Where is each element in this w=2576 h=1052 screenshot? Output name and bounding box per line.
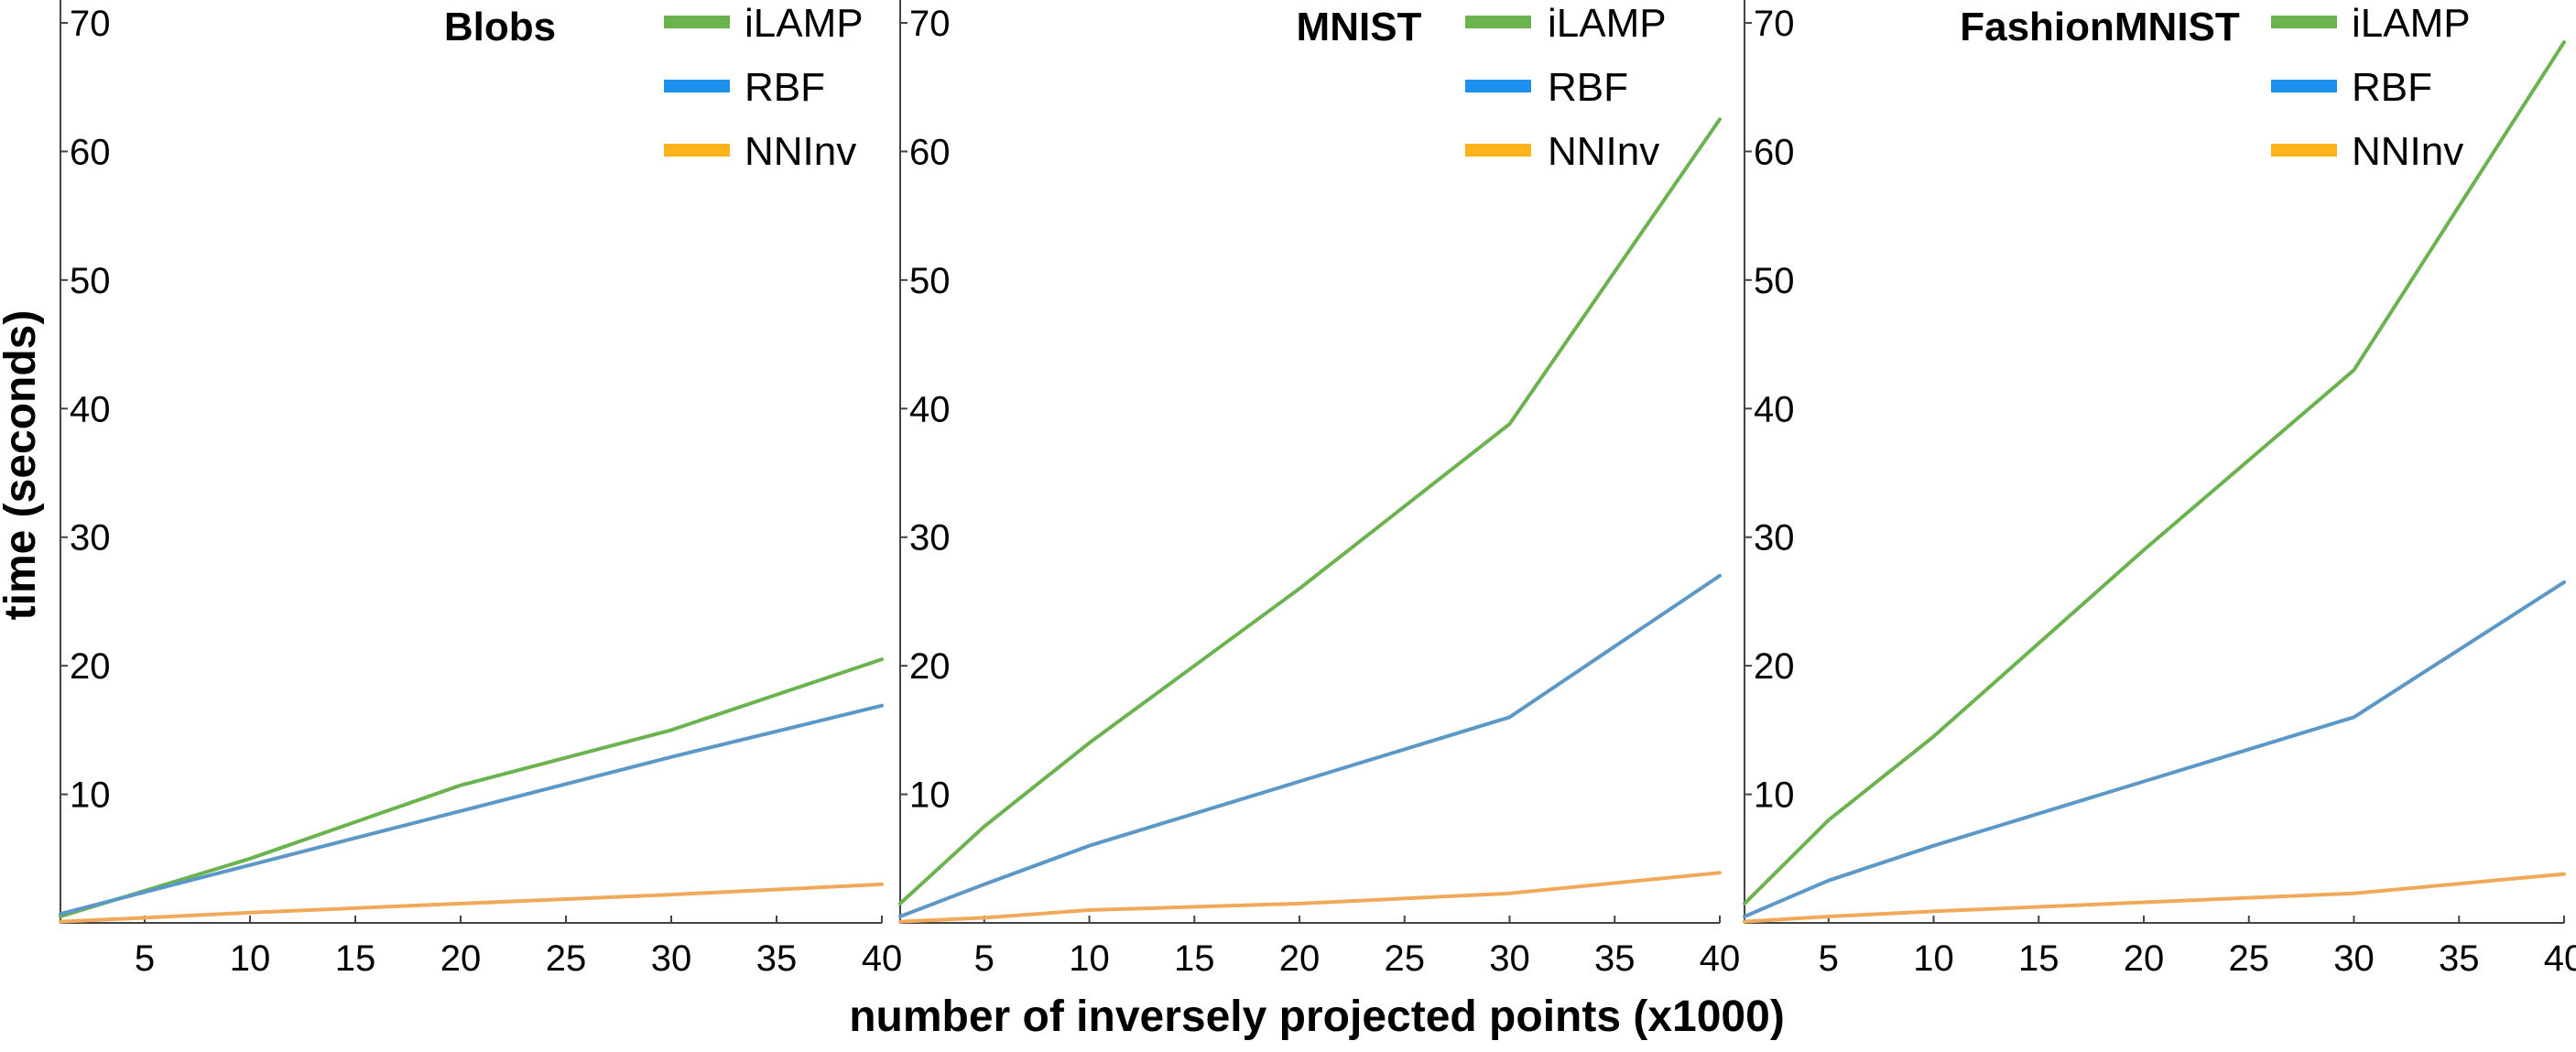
y-tick-label: 40 — [909, 389, 951, 429]
legend: iLAMP RBF NNInv — [2271, 1, 2471, 174]
legend-swatch-nninv — [2271, 144, 2337, 157]
x-tick-label: 25 — [1385, 938, 1426, 979]
y-tick-label: 30 — [909, 518, 951, 559]
x-tick-label: 15 — [335, 938, 376, 979]
y-tick-label: 60 — [1754, 132, 1795, 172]
series-line-ilamp — [59, 657, 884, 918]
panel-title: Blobs — [444, 5, 556, 49]
panel-title: FashionMNIST — [1960, 5, 2240, 49]
y-tick-label: 10 — [1754, 775, 1795, 816]
legend-label-rbf: RBF — [2352, 65, 2432, 110]
y-tick-label: 70 — [1754, 4, 1795, 44]
series-line-rbf — [59, 703, 884, 916]
x-tick-label: 40 — [1700, 938, 1741, 979]
y-tick-label: 20 — [1754, 646, 1795, 687]
series-line-rbf — [898, 573, 1722, 918]
legend-label-ilamp: iLAMP — [1548, 1, 1667, 46]
panel-title: MNIST — [1297, 5, 1422, 49]
x-tick-label: 5 — [135, 938, 155, 979]
legend-label-rbf: RBF — [1548, 65, 1628, 110]
legend-swatch-nninv — [1465, 144, 1531, 157]
y-tick-label: 10 — [909, 775, 951, 816]
legend-swatch-rbf — [1465, 80, 1531, 92]
x-tick-label: 40 — [862, 938, 903, 979]
x-axis-title: number of inversely projected points (x1… — [849, 992, 1785, 1041]
x-tick-label: 30 — [2333, 938, 2375, 979]
x-tick-label: 10 — [230, 938, 271, 979]
legend-swatch-rbf — [2271, 80, 2337, 92]
panel-fashionmnist: 10 20 30 40 50 60 70 5 10 15 20 25 30 35 40 FashionMNIS… — [1743, 0, 2576, 979]
legend-label-ilamp: iLAMP — [2352, 1, 2471, 46]
series-line-nninv — [898, 871, 1722, 924]
panel-mnist: 10 20 30 40 50 60 70 5 10 15 20 25 30 35 40 MNIST iLAMP R… — [898, 0, 1741, 979]
series-line-ilamp — [1743, 40, 2566, 906]
x-tick-label: 40 — [2544, 938, 2576, 979]
y-axis-title: time (seconds) — [0, 310, 45, 621]
panel-blobs: 10 20 30 40 50 60 70 5 10 15 20 25 30 35 40 Blobs iLAMP R… — [59, 0, 903, 979]
series-line-ilamp — [898, 117, 1722, 906]
y-tick-label: 20 — [70, 646, 111, 687]
legend-swatch-ilamp — [2271, 16, 2337, 28]
y-tick-label: 70 — [909, 4, 951, 44]
legend-label-nninv: NNInv — [1548, 129, 1659, 174]
x-tick-label: 5 — [1819, 938, 1839, 979]
legend-swatch-rbf — [664, 80, 730, 92]
x-tick-label: 30 — [1489, 938, 1530, 979]
y-tick-label: 30 — [1754, 518, 1795, 559]
x-tick-label: 5 — [974, 938, 995, 979]
y-tick-label: 60 — [70, 132, 111, 172]
y-tick-label: 20 — [909, 646, 951, 687]
x-tick-label: 25 — [546, 938, 587, 979]
y-tick-label: 50 — [1754, 261, 1795, 301]
legend-label-ilamp: iLAMP — [745, 1, 864, 46]
series-line-nninv — [59, 882, 884, 924]
x-tick-label: 35 — [756, 938, 798, 979]
y-tick-label: 60 — [909, 132, 951, 172]
x-tick-label: 20 — [2124, 938, 2165, 979]
legend-swatch-ilamp — [1465, 16, 1531, 28]
y-tick-label: 50 — [909, 261, 951, 301]
y-tick-label: 40 — [70, 389, 111, 429]
legend: iLAMP RBF NNInv — [1465, 1, 1667, 174]
series-line-nninv — [1743, 872, 2566, 924]
x-tick-label: 20 — [1279, 938, 1321, 979]
x-tick-label: 25 — [2229, 938, 2270, 979]
x-tick-label: 15 — [2018, 938, 2060, 979]
y-tick-label: 70 — [70, 4, 111, 44]
x-tick-label: 10 — [1913, 938, 1954, 979]
x-tick-label: 10 — [1069, 938, 1110, 979]
legend-swatch-ilamp — [664, 16, 730, 28]
legend-label-nninv: NNInv — [2352, 129, 2463, 174]
legend-swatch-nninv — [664, 144, 730, 157]
legend: iLAMP RBF NNInv — [664, 1, 864, 174]
x-tick-label: 35 — [2439, 938, 2480, 979]
x-tick-label: 35 — [1594, 938, 1636, 979]
y-tick-label: 30 — [70, 518, 111, 559]
x-tick-label: 30 — [651, 938, 692, 979]
legend-label-nninv: NNInv — [745, 129, 856, 174]
y-tick-label: 10 — [70, 775, 111, 816]
x-tick-label: 20 — [440, 938, 482, 979]
x-tick-label: 15 — [1174, 938, 1215, 979]
series-line-rbf — [1743, 580, 2566, 918]
y-tick-label: 40 — [1754, 389, 1795, 429]
legend-label-rbf: RBF — [745, 65, 825, 110]
y-tick-label: 50 — [70, 261, 111, 301]
